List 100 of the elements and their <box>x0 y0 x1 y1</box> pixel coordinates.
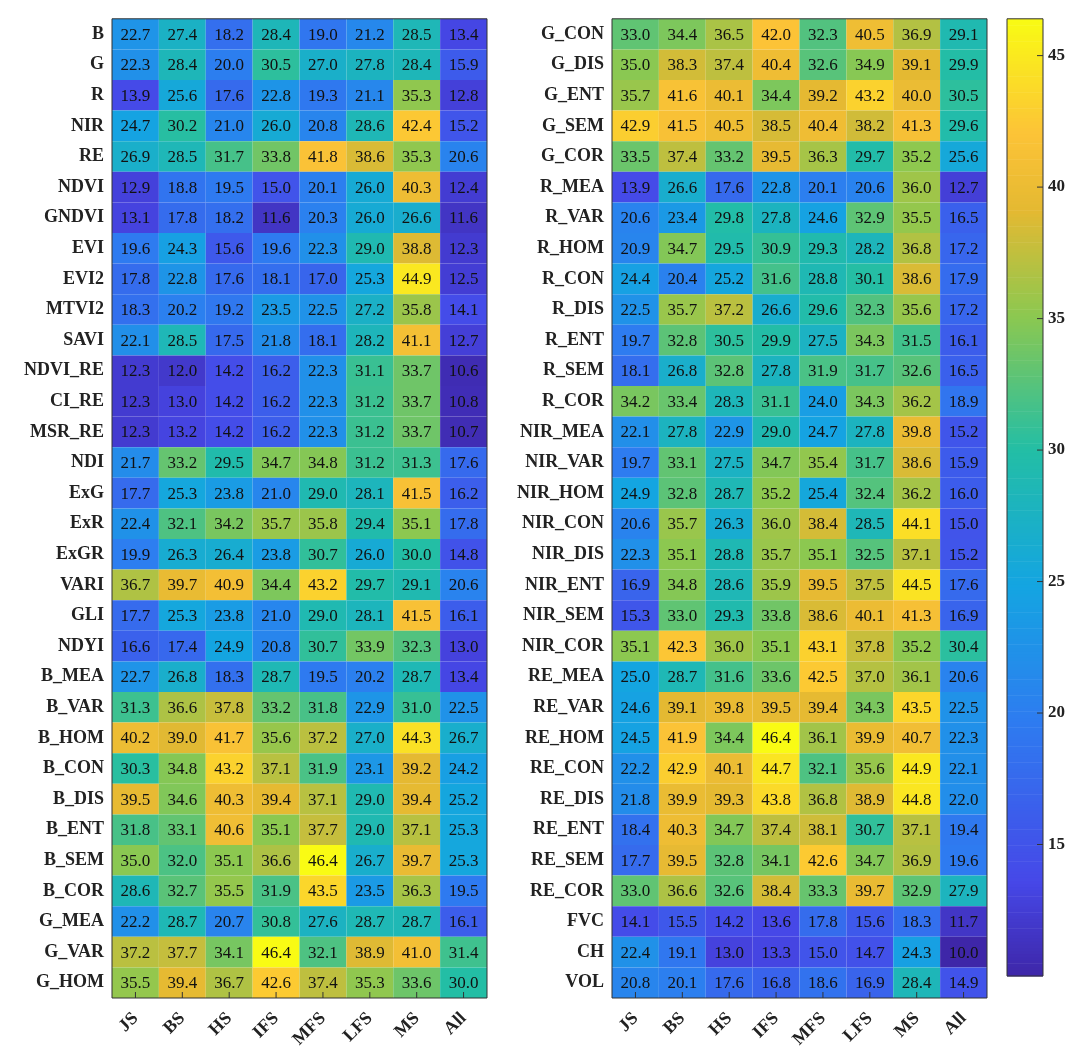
data-label: 39.7 <box>167 575 198 595</box>
data-label: 15.6 <box>214 238 245 258</box>
data-label: 21.7 <box>120 452 151 472</box>
y-tick-label: B_HOM <box>38 726 105 747</box>
color-bar-label: 25 <box>1048 570 1065 590</box>
data-label: 34.4 <box>667 24 698 44</box>
data-label: 29.4 <box>354 514 386 534</box>
data-label: 44.9 <box>901 758 932 778</box>
data-label: 40.4 <box>808 116 839 136</box>
data-label: 35.1 <box>401 514 432 534</box>
data-label: 32.6 <box>901 361 932 381</box>
data-label: 20.4 <box>667 269 698 289</box>
data-label: 35.6 <box>261 728 291 748</box>
data-label: 31.2 <box>354 452 385 472</box>
data-label: 37.1 <box>401 820 432 840</box>
data-label: 26.8 <box>667 361 698 381</box>
y-tick-label: RE <box>78 145 104 166</box>
data-label: 15.9 <box>448 55 479 75</box>
data-label: 28.4 <box>901 973 933 993</box>
data-label: 29.5 <box>714 238 745 258</box>
data-label: 36.8 <box>808 789 838 809</box>
y-tick-label: G_DIS <box>550 53 604 74</box>
data-label: 24.6 <box>808 208 838 228</box>
data-label: 38.8 <box>401 238 432 258</box>
data-label: 34.8 <box>308 452 338 472</box>
data-label: 21.8 <box>620 789 651 809</box>
data-label: 23.8 <box>214 483 245 503</box>
data-label: 32.0 <box>167 850 198 870</box>
data-label: 16.9 <box>854 973 885 993</box>
y-tick-label: RE_DIS <box>539 787 604 808</box>
data-label: 33.7 <box>401 391 433 411</box>
data-label: 39.3 <box>714 789 745 809</box>
data-label: 42.9 <box>667 758 698 778</box>
y-tick-label: R_CON <box>542 267 604 288</box>
y-tick-label: RE_ENT <box>532 818 604 839</box>
data-label: 32.8 <box>714 361 745 381</box>
data-label: 18.1 <box>620 361 651 381</box>
y-tick-label: NIR_HOM <box>517 481 604 502</box>
data-label: 40.9 <box>214 575 245 595</box>
data-label: 27.6 <box>308 911 338 931</box>
data-label: 27.8 <box>667 422 698 442</box>
data-label: 12.9 <box>120 177 151 197</box>
data-label: 20.2 <box>167 299 198 319</box>
y-tick-label: RE_SEM <box>530 848 605 869</box>
data-label: 36.1 <box>808 728 838 748</box>
data-label: 17.6 <box>948 575 979 595</box>
data-label: 22.2 <box>120 911 151 931</box>
x-tick-label: BS <box>658 1007 689 1038</box>
data-label: 23.8 <box>214 605 245 625</box>
data-label: 40.0 <box>901 85 932 105</box>
data-label: 30.5 <box>714 330 745 350</box>
data-label: 42.4 <box>401 116 433 136</box>
data-label: 16.1 <box>448 911 479 931</box>
data-label: 33.2 <box>167 452 198 472</box>
data-label: 29.8 <box>714 208 745 228</box>
data-label: 14.2 <box>214 391 245 411</box>
data-label: 37.1 <box>261 758 291 778</box>
data-label: 27.2 <box>354 299 385 319</box>
data-label: 15.6 <box>854 911 885 931</box>
data-label: 16.9 <box>948 605 979 625</box>
data-label: 43.5 <box>308 881 338 901</box>
data-label: 19.4 <box>948 820 979 840</box>
data-label: 17.6 <box>448 452 479 472</box>
data-label: 18.6 <box>808 973 838 993</box>
data-label: 35.1 <box>667 544 698 564</box>
data-label: 32.5 <box>854 544 885 564</box>
data-label: 19.1 <box>667 942 698 962</box>
y-tick-label: NIR_COR <box>521 634 605 655</box>
data-label: 13.4 <box>448 667 479 687</box>
data-label: 25.0 <box>620 667 651 687</box>
data-label: 31.3 <box>401 452 432 472</box>
data-label: 22.5 <box>948 697 979 717</box>
data-label: 40.1 <box>854 605 885 625</box>
data-label: 29.0 <box>354 238 385 258</box>
x-tick-label: JS <box>113 1007 142 1036</box>
y-tick-label: RE_HOM <box>525 726 605 747</box>
y-tick-label: R_SEM <box>542 359 604 380</box>
data-label: 20.6 <box>620 208 651 228</box>
data-label: 28.7 <box>401 667 433 687</box>
data-label: 29.0 <box>308 483 338 503</box>
data-label: 12.0 <box>167 361 198 381</box>
data-label: 28.7 <box>714 483 745 503</box>
data-label: 27.5 <box>808 330 838 350</box>
data-label: 14.8 <box>448 544 479 564</box>
data-label: 32.6 <box>714 881 745 901</box>
data-label: 36.7 <box>214 973 245 993</box>
data-label: 18.9 <box>948 391 979 411</box>
data-label: 39.5 <box>761 146 791 166</box>
data-label: 40.1 <box>714 758 745 778</box>
data-label: 41.3 <box>901 605 932 625</box>
data-label: 29.9 <box>761 330 791 350</box>
data-label: 15.5 <box>667 911 698 931</box>
y-tick-label: ExGR <box>55 542 105 563</box>
data-label: 19.2 <box>214 299 245 319</box>
y-tick-label: R <box>91 83 105 104</box>
data-label: 37.4 <box>714 55 745 75</box>
data-label: 30.2 <box>167 116 198 136</box>
data-label: 27.8 <box>761 208 791 228</box>
data-label: 15.2 <box>948 544 979 564</box>
data-label: 31.8 <box>308 697 338 717</box>
